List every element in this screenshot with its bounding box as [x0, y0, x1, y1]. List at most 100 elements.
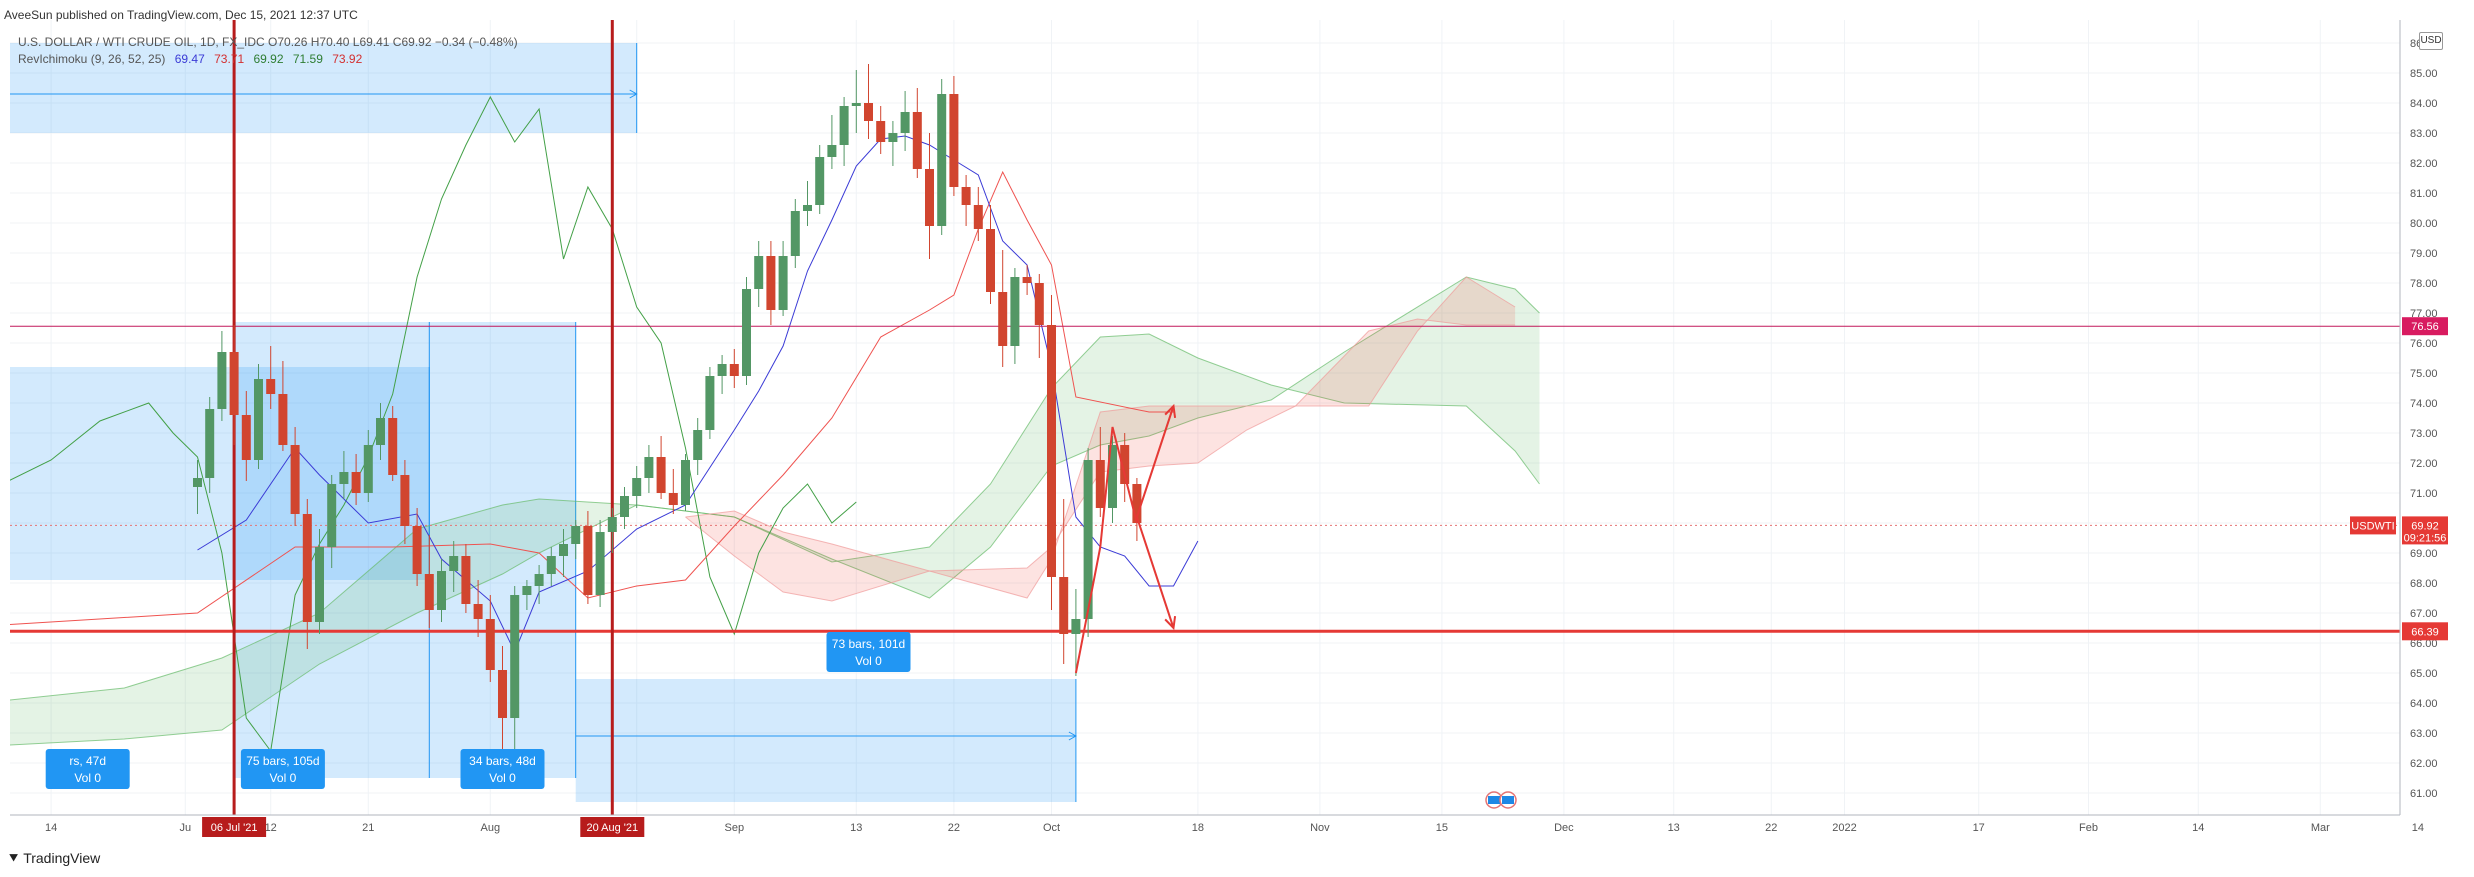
candle-body	[290, 445, 300, 514]
candle	[473, 580, 483, 637]
indicator-name: RevIchimoku (9, 26, 52, 25)	[18, 52, 166, 66]
range-stat-volume: Vol 0	[74, 771, 101, 785]
y-tick-label: 67.00	[2410, 608, 2438, 620]
range-stat-text: 75 bars, 105d	[246, 754, 319, 768]
candle-body	[839, 106, 849, 145]
candle	[376, 403, 385, 460]
date-highlight-bg	[202, 817, 267, 837]
candle-body	[339, 472, 349, 484]
candle	[1120, 433, 1130, 502]
candle	[193, 460, 202, 514]
candle-body	[546, 556, 556, 574]
last-price-bg	[2402, 516, 2448, 545]
x-tick-label: 22	[1765, 822, 1777, 834]
projection-arrow	[1135, 516, 1175, 629]
candle	[754, 241, 764, 307]
candle	[998, 250, 1008, 367]
candle-body	[961, 187, 971, 205]
candle-body	[1083, 460, 1093, 619]
range-stat-volume: Vol 0	[855, 654, 882, 668]
x-tick-label: 21	[362, 822, 374, 834]
candle	[302, 499, 312, 649]
indicator-value-4: 71.59	[292, 52, 323, 66]
range-stat-volume: Vol 0	[270, 771, 297, 785]
candle	[851, 70, 861, 133]
range-stat-bg	[826, 632, 911, 672]
candle-body	[400, 475, 410, 526]
candle	[949, 76, 959, 196]
candle	[412, 508, 422, 586]
x-tick-label: Nov	[1310, 822, 1330, 834]
y-tick-label: 61.00	[2410, 788, 2438, 800]
range-stat-label: rs, 47d Vol 0	[45, 749, 130, 789]
range-stat-label: 34 bars, 48d Vol 0	[460, 749, 545, 789]
candle	[607, 508, 617, 553]
candle-body	[1022, 277, 1032, 283]
y-tick-label: 78.00	[2410, 278, 2438, 290]
candle-body	[973, 205, 983, 229]
x-tick-label: 2022	[1832, 822, 1856, 834]
candle-body	[656, 457, 666, 493]
logo-icon: ⯆	[8, 850, 20, 866]
candle-body	[668, 493, 678, 505]
range-stat-bg	[460, 749, 545, 789]
candle-body	[778, 256, 788, 310]
y-tick-label: 64.00	[2410, 698, 2438, 710]
candle-body	[620, 496, 629, 517]
y-tick-label: 81.00	[2410, 188, 2438, 200]
candle-body	[424, 574, 434, 610]
tradingview-logo[interactable]: ⯆ TradingView	[8, 850, 100, 867]
chikou-line	[10, 95, 857, 753]
candle	[864, 64, 873, 139]
candle-body	[595, 532, 605, 595]
candle-body	[266, 379, 276, 394]
x-tick-label: 12	[265, 822, 277, 834]
x-tick-label: 22	[948, 822, 960, 834]
candle	[778, 241, 788, 316]
candle-body	[1059, 577, 1069, 634]
candle-body	[717, 364, 727, 376]
candle	[351, 454, 361, 505]
candle-body	[388, 418, 398, 475]
y-tick-label: 63.00	[2410, 728, 2438, 740]
x-tick-label: 14	[2192, 822, 2204, 834]
currency-badge[interactable]: USD	[2419, 32, 2443, 50]
candle	[632, 466, 642, 508]
candle	[595, 520, 605, 607]
projection-zigzag	[1074, 426, 1138, 674]
candle	[876, 106, 886, 154]
candle	[644, 445, 654, 493]
y-tick-label: 66.00	[2410, 638, 2438, 650]
y-tick-label: 73.00	[2410, 428, 2438, 440]
candle	[315, 529, 324, 634]
candle	[937, 79, 947, 235]
candle-body	[437, 571, 446, 610]
candle	[766, 241, 776, 325]
candle	[1059, 499, 1069, 664]
candle	[620, 487, 629, 529]
candle	[1034, 274, 1044, 358]
candle	[1132, 478, 1142, 541]
x-tick-label: 13	[850, 822, 862, 834]
price-label-76-56: 76.56	[2411, 321, 2439, 333]
candle-body	[571, 526, 581, 544]
projection-arrowhead	[1164, 615, 1177, 631]
candle	[583, 511, 593, 604]
candle	[498, 646, 507, 763]
symbol-price-tag: USDWTI	[2351, 520, 2394, 532]
y-tick-label: 62.00	[2410, 758, 2438, 770]
candle	[571, 520, 581, 559]
x-tick-label: 14	[45, 822, 57, 834]
candle-body	[742, 289, 751, 376]
projection-arrowhead	[1164, 403, 1177, 419]
date-range-arrowhead	[629, 89, 638, 99]
candle-body	[766, 256, 776, 310]
candle	[1108, 436, 1117, 523]
candle-body	[644, 457, 654, 478]
candle	[278, 361, 288, 451]
candle-body	[302, 514, 312, 622]
range-stat-label: 73 bars, 101d Vol 0	[826, 632, 911, 672]
symbol-price-tag-bg	[2350, 516, 2396, 535]
y-tick-label: 76.00	[2410, 338, 2438, 350]
